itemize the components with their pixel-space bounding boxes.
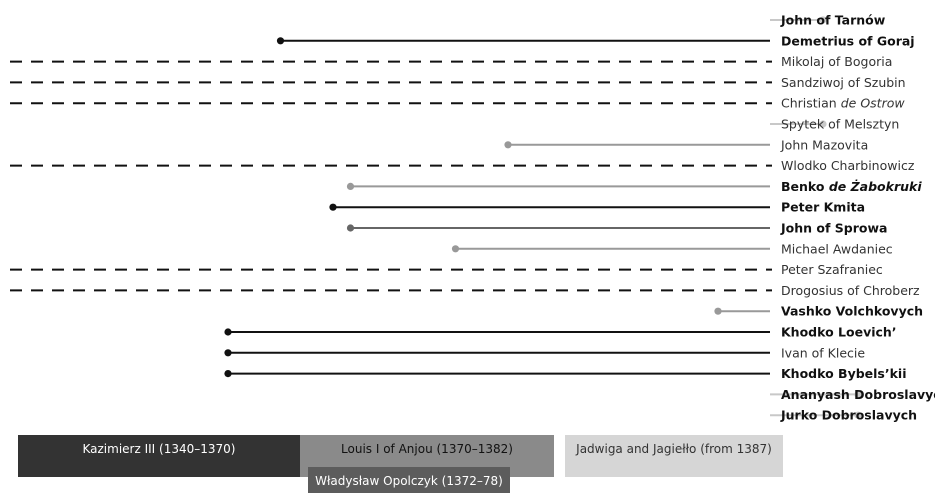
start-dot: [451, 245, 460, 253]
start-dot: [854, 390, 862, 398]
period-jadwiga-and-jagie-o-from-1387: Jadwiga and Jagiełło (from 1387): [565, 435, 783, 477]
person-name: Peter Szafraniec: [781, 262, 883, 277]
row-mikolaj-of-bogoria: Mikolaj of Bogoria: [10, 54, 892, 69]
person-name: Vashko Volchkovych: [781, 304, 923, 319]
person-name: Khodko Loevich’: [781, 325, 897, 340]
person-name: John of Sprowa: [780, 221, 887, 236]
period-bar: [565, 435, 783, 477]
row-sandziwoj-of-szubin: Sandziwoj of Szubin: [10, 75, 906, 90]
row-peter-szafraniec: Peter Szafraniec: [10, 262, 883, 277]
row-khodko-loevich: Khodko Loevich’: [224, 325, 897, 340]
start-dot: [224, 370, 232, 378]
person-name: Mikolaj of Bogoria: [781, 54, 892, 69]
person-name: Jurko Dobroslavych: [780, 408, 917, 423]
start-dot: [224, 349, 232, 357]
person-name: John of Tarnów: [780, 13, 886, 28]
period-label: Jadwiga and Jagiełło (from 1387): [575, 442, 772, 456]
person-name: Ananyash Dobroslavych: [781, 387, 935, 402]
person-name: Wlodko Charbinowicz: [781, 158, 915, 173]
row-drogosius-of-chroberz: Drogosius of Chroberz: [10, 283, 920, 298]
row-demetrius-of-goraj: Demetrius of Goraj: [276, 33, 915, 48]
person-name: Spytek of Melsztyn: [781, 117, 899, 132]
period-kazimierz-iii-1340-1370: Kazimierz III (1340–1370): [18, 435, 300, 477]
start-dot: [854, 411, 862, 419]
person-name: John Mazovita: [780, 137, 868, 152]
period-bar: [18, 435, 300, 477]
start-dot: [714, 307, 722, 315]
start-dot: [224, 328, 232, 336]
row-john-mazovita: John Mazovita: [504, 137, 868, 152]
row-ananyash-dobroslavych: Ananyash Dobroslavych: [770, 387, 935, 402]
row-jurko-dobroslavych: Jurko Dobroslavych: [770, 408, 917, 423]
row-christian-de-ostrow: Christian de Ostrow: [10, 96, 905, 111]
person-name: Demetrius of Goraj: [781, 33, 915, 48]
subperiod-wladyslaw-opolczyk: Władysław Opolczyk (1372–78): [308, 467, 510, 493]
reign-periods: Kazimierz III (1340–1370) Louis I of Anjo…: [18, 435, 783, 493]
period-label: Louis I of Anjou (1370–1382): [341, 442, 513, 456]
subperiod-label: Władysław Opolczyk (1372–78): [315, 474, 503, 488]
name-part: de Żabokruki: [829, 179, 923, 194]
row-khodko-bybels-kii: Khodko Bybels’kii: [224, 366, 907, 381]
row-michael-awdaniec: Michael Awdaniec: [451, 241, 893, 256]
period-label: Kazimierz III (1340–1370): [83, 442, 236, 456]
row-john-of-sprowa: John of Sprowa: [346, 221, 887, 236]
row-benko-de-z-abokruki: Benko de Żabokruki: [346, 179, 922, 194]
person-name: Peter Kmita: [781, 200, 865, 215]
start-dot: [819, 120, 827, 128]
name-part: Benko: [781, 179, 829, 194]
person-rows: John of Tarnów Demetrius of Goraj Mikolaj …: [10, 13, 935, 423]
name-part: Christian: [781, 96, 841, 111]
start-dot: [346, 224, 355, 232]
start-dot: [504, 141, 512, 149]
person-name: Benko de Żabokruki: [781, 179, 922, 194]
start-dot: [276, 37, 285, 45]
person-name: Khodko Bybels’kii: [781, 366, 907, 381]
start-dot: [346, 182, 355, 190]
row-vashko-volchkovych: Vashko Volchkovych: [714, 304, 923, 319]
person-name: Michael Awdaniec: [781, 241, 893, 256]
row-spytek-of-melsztyn: Spytek of Melsztyn: [770, 117, 899, 132]
person-name: Christian de Ostrow: [781, 96, 905, 111]
name-part: de Ostrow: [841, 96, 906, 111]
person-name: Ivan of Klecie: [781, 345, 865, 360]
start-dot: [329, 203, 337, 211]
person-name: Drogosius of Chroberz: [781, 283, 920, 298]
start-dot: [819, 16, 827, 24]
row-ivan-of-klecie: Ivan of Klecie: [224, 345, 865, 360]
row-wlodko-charbinowicz: Wlodko Charbinowicz: [10, 158, 915, 173]
subperiod-bar: [308, 467, 510, 493]
row-john-of-tarno-w: John of Tarnów: [770, 13, 886, 28]
row-peter-kmita: Peter Kmita: [329, 200, 865, 215]
person-name: Sandziwoj of Szubin: [781, 75, 906, 90]
